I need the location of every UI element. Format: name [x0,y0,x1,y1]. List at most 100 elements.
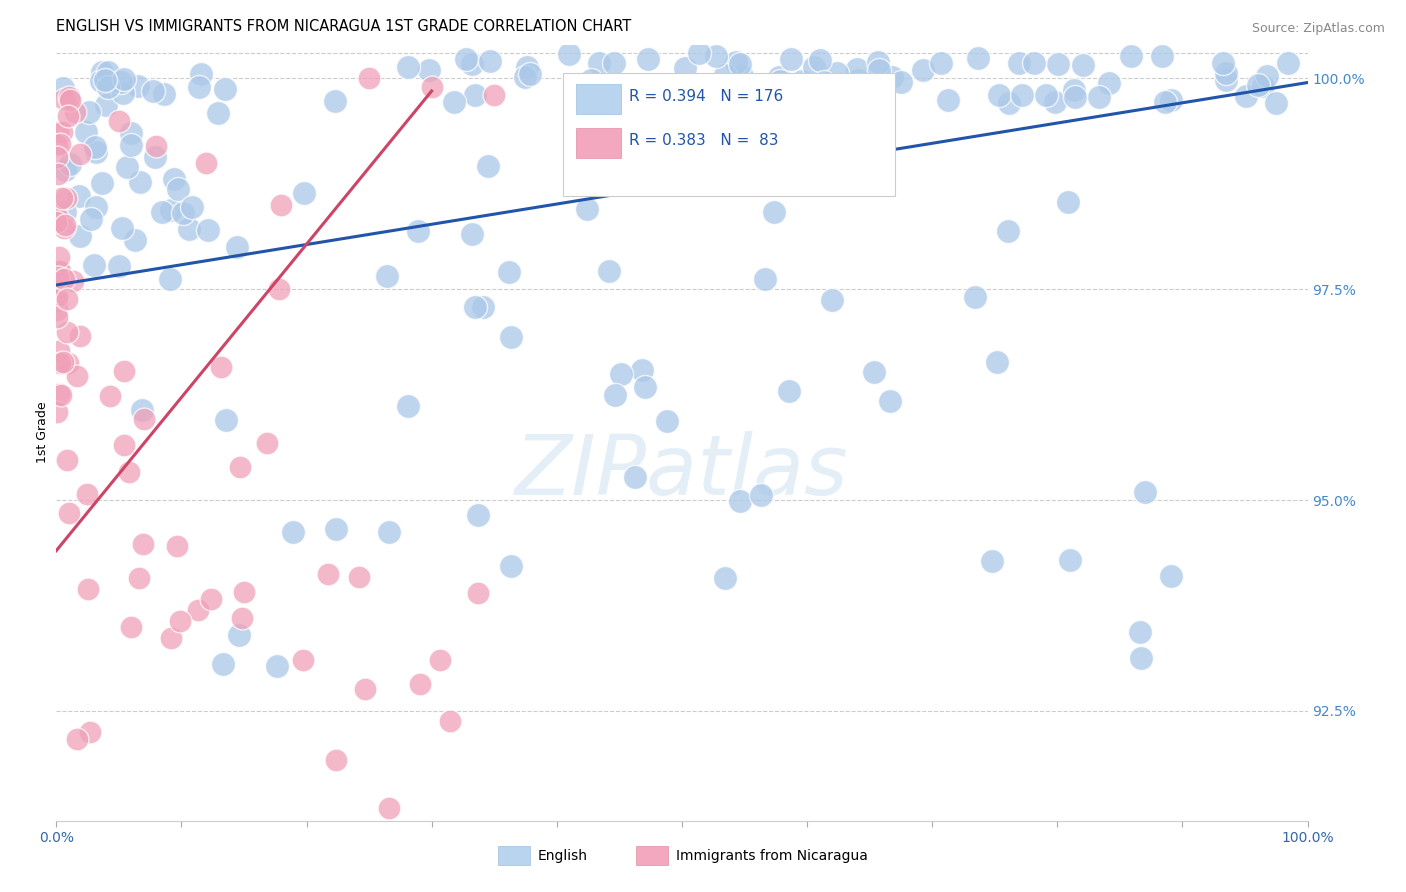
Point [890,75,912,89]
Point [1088,90,1111,104]
Point [69,147,91,161]
Point [53,221,76,235]
Point [127,78,149,93]
Point [749,488,772,502]
Point [67,189,90,203]
Point [354,682,377,697]
Point [66,368,89,383]
Point [118,465,141,479]
Point [420,79,443,94]
Point [159,271,181,285]
Point [84,140,107,154]
Point [163,172,186,186]
Text: R = 0.383   N =  83: R = 0.383 N = 83 [630,133,779,147]
Point [688,46,710,61]
Point [409,677,432,691]
Point [347,570,370,584]
Point [160,631,183,645]
Point [631,363,654,377]
Point [846,73,869,87]
Point [48,250,70,264]
Text: ENGLISH VS IMMIGRANTS FROM NICARAGUA 1ST GRADE CORRELATION CHART: ENGLISH VS IMMIGRANTS FROM NICARAGUA 1ST… [56,19,631,34]
Point [53,218,76,232]
Point [1047,57,1070,71]
Point [484,88,506,103]
Point [49,356,72,370]
Point [159,203,181,218]
Point [498,265,520,279]
Point [763,204,786,219]
Point [803,85,825,99]
Point [396,60,419,74]
Point [46,293,69,308]
Point [378,801,401,815]
Point [49,137,72,152]
Point [754,272,776,286]
FancyBboxPatch shape [636,847,668,865]
Point [269,282,291,296]
Point [603,55,626,70]
Point [169,614,191,628]
Point [80,211,103,226]
Point [936,93,959,107]
Point [49,264,72,278]
Point [1256,69,1278,83]
Point [477,159,499,173]
Point [1022,55,1045,70]
Point [359,71,381,86]
Point [738,95,761,109]
Point [46,167,69,181]
Point [610,367,633,381]
Point [838,94,860,108]
Point [817,75,839,89]
Point [58,89,80,103]
Point [1160,94,1182,108]
Point [997,224,1019,238]
Point [45,215,67,229]
Point [1251,78,1274,93]
Point [112,364,135,378]
Point [55,191,77,205]
Point [51,125,73,139]
Point [429,653,451,667]
Point [967,51,990,65]
Point [986,355,1008,369]
Point [75,125,97,139]
Point [519,67,541,81]
Point [929,55,952,70]
Point [207,106,229,120]
Point [56,356,79,370]
Text: Source: ZipAtlas.com: Source: ZipAtlas.com [1251,22,1385,36]
Point [172,205,194,219]
Point [460,57,482,71]
Point [728,494,751,508]
Point [1007,56,1029,70]
Point [56,325,79,339]
Point [115,160,138,174]
Point [256,435,278,450]
Point [418,63,440,78]
Point [56,109,79,123]
Point [499,559,522,574]
Point [56,292,79,306]
Point [124,233,146,247]
Point [129,175,152,189]
Y-axis label: 1st Grade: 1st Grade [37,401,49,464]
Point [46,125,69,139]
FancyBboxPatch shape [562,73,894,196]
Point [325,753,347,767]
Point [776,88,799,103]
Point [152,87,174,102]
Point [730,57,752,71]
Point [179,222,201,236]
Point [678,85,700,99]
Point [1043,95,1066,109]
Point [1063,83,1085,97]
Point [634,380,657,394]
Point [378,525,401,540]
Point [94,72,117,87]
Point [467,508,489,522]
Point [1056,194,1078,209]
Point [439,714,461,728]
Point [107,259,129,273]
